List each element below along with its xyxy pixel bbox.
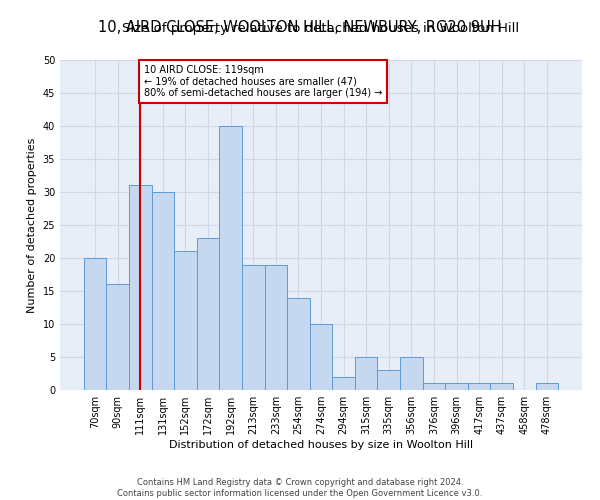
Bar [422, 384, 445, 390]
Bar [468, 384, 490, 390]
Bar [84, 258, 106, 390]
Bar [332, 377, 355, 390]
Bar [400, 357, 422, 390]
Bar [355, 357, 377, 390]
Text: 10 AIRD CLOSE: 119sqm
← 19% of detached houses are smaller (47)
80% of semi-deta: 10 AIRD CLOSE: 119sqm ← 19% of detached … [143, 66, 382, 98]
Bar [129, 186, 152, 390]
Bar [106, 284, 129, 390]
Bar [197, 238, 220, 390]
Bar [152, 192, 174, 390]
Bar [220, 126, 242, 390]
Text: 10, AIRD CLOSE, WOOLTON HILL, NEWBURY, RG20 9UH: 10, AIRD CLOSE, WOOLTON HILL, NEWBURY, R… [98, 20, 502, 35]
Bar [242, 264, 265, 390]
Bar [490, 384, 513, 390]
Bar [287, 298, 310, 390]
X-axis label: Distribution of detached houses by size in Woolton Hill: Distribution of detached houses by size … [169, 440, 473, 450]
Bar [536, 384, 558, 390]
Bar [310, 324, 332, 390]
Y-axis label: Number of detached properties: Number of detached properties [27, 138, 37, 312]
Bar [265, 264, 287, 390]
Bar [377, 370, 400, 390]
Text: Contains HM Land Registry data © Crown copyright and database right 2024.
Contai: Contains HM Land Registry data © Crown c… [118, 478, 482, 498]
Bar [445, 384, 468, 390]
Title: Size of property relative to detached houses in Woolton Hill: Size of property relative to detached ho… [122, 22, 520, 35]
Bar [174, 252, 197, 390]
